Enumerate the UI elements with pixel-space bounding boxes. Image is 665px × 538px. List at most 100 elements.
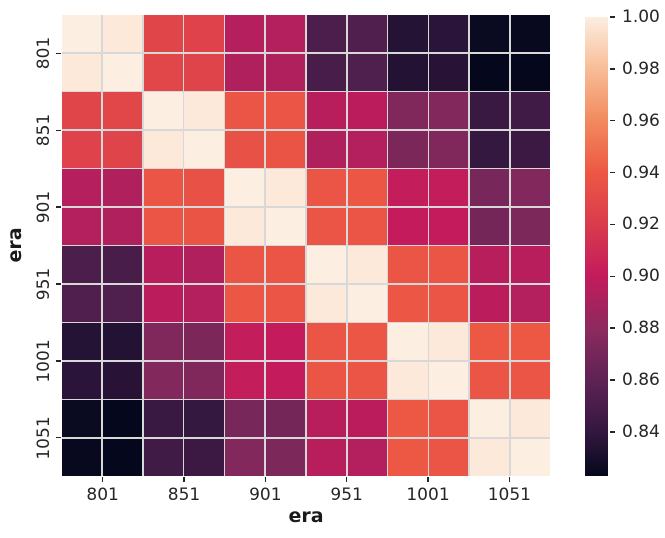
heatmap-cell — [469, 284, 510, 322]
heatmap-cell — [184, 323, 224, 361]
heatmap-cell — [510, 438, 550, 476]
heatmap-cell — [225, 130, 265, 168]
heatmap-cell — [469, 207, 510, 245]
heatmap-cell — [143, 53, 183, 91]
heatmap-cell — [429, 92, 469, 130]
heatmap-cell — [469, 361, 510, 399]
heatmap-cell — [306, 53, 347, 91]
heatmap-cell — [225, 246, 265, 284]
heatmap-cell — [265, 92, 306, 130]
colorbar-tick-mark — [610, 68, 615, 70]
heatmap-cell — [143, 169, 183, 207]
colorbar-tick-mark — [610, 16, 615, 18]
heatmap-cell — [102, 130, 143, 168]
heatmap-cell — [62, 15, 102, 53]
heatmap-cell — [143, 323, 183, 361]
heatmap-cell — [388, 53, 428, 91]
x-tick-mark — [427, 477, 429, 482]
heatmap-cell — [102, 323, 143, 361]
heatmap-cell — [102, 169, 143, 207]
heatmap-cell — [143, 207, 183, 245]
heatmap-cell — [265, 246, 306, 284]
heatmap-cell — [62, 400, 102, 438]
heatmap-cell — [225, 438, 265, 476]
heatmap-cell — [265, 361, 306, 399]
heatmap-cell — [225, 284, 265, 322]
heatmap-cell — [62, 323, 102, 361]
x-tick-mark — [264, 477, 267, 482]
y-tick-label: 901 — [34, 190, 54, 224]
colorbar-tick-mark — [610, 327, 615, 329]
y-tick-label: 1051 — [34, 415, 54, 460]
heatmap-cell — [102, 92, 143, 130]
heatmap-cell — [469, 246, 510, 284]
heatmap-cell — [510, 284, 550, 322]
colorbar-tick-label: 0.86 — [622, 370, 660, 391]
heatmap-cell — [225, 92, 265, 130]
heatmap-cell — [265, 15, 306, 53]
x-tick-mark — [345, 477, 348, 482]
x-tick-mark — [183, 477, 185, 482]
heatmap-cell — [306, 438, 347, 476]
heatmap-cell — [184, 15, 224, 53]
heatmap-cell — [469, 400, 510, 438]
heatmap-cell — [102, 284, 143, 322]
heatmap-cell — [306, 207, 347, 245]
heatmap-cell — [388, 323, 428, 361]
heatmap-cell — [102, 361, 143, 399]
heatmap-cell — [510, 207, 550, 245]
colorbar-tick-label: 0.88 — [622, 318, 660, 339]
heatmap-cell — [347, 207, 387, 245]
heatmap-cell — [265, 207, 306, 245]
heatmap-cell — [347, 246, 387, 284]
heatmap-cell — [184, 284, 224, 322]
heatmap-cell — [225, 323, 265, 361]
heatmap-cell — [388, 361, 428, 399]
heatmap-cell — [62, 361, 102, 399]
y-tick-mark — [56, 283, 61, 285]
colorbar-tick-mark — [610, 119, 615, 122]
y-tick-mark — [56, 360, 61, 362]
heatmap-cell — [143, 284, 183, 322]
heatmap-cell — [143, 438, 183, 476]
heatmap-cell — [306, 246, 347, 284]
heatmap-cell — [265, 438, 306, 476]
heatmap-cell — [388, 284, 428, 322]
x-tick-label: 851 — [167, 485, 201, 505]
heatmap-cell — [265, 130, 306, 168]
heatmap-cell — [62, 130, 102, 168]
heatmap-cell — [184, 130, 224, 168]
y-tick-mark — [56, 52, 61, 55]
heatmap-cell — [102, 246, 143, 284]
heatmap-cell — [102, 53, 143, 91]
heatmap-cell — [388, 130, 428, 168]
heatmap-cell — [347, 53, 387, 91]
heatmap-cell — [469, 438, 510, 476]
heatmap-cell — [469, 15, 510, 53]
colorbar-tick-label: 0.98 — [622, 58, 660, 79]
heatmap-cell — [347, 15, 387, 53]
heatmap-grid — [62, 15, 550, 476]
heatmap-cell — [347, 361, 387, 399]
y-tick-mark — [56, 129, 61, 131]
colorbar-tick-label: 0.94 — [622, 162, 660, 183]
heatmap-cell — [102, 400, 143, 438]
heatmap-cell — [429, 246, 469, 284]
heatmap-cell — [143, 92, 183, 130]
heatmap-cell — [510, 246, 550, 284]
heatmap-cell — [225, 53, 265, 91]
heatmap-cell — [225, 169, 265, 207]
heatmap-cell — [510, 400, 550, 438]
heatmap-cell — [306, 323, 347, 361]
heatmap-cell — [388, 400, 428, 438]
x-tick-label: 901 — [249, 485, 282, 505]
heatmap-cell — [347, 92, 387, 130]
heatmap-cell — [62, 207, 102, 245]
heatmap-cell — [347, 169, 387, 207]
heatmap-cell — [184, 53, 224, 91]
colorbar-tick-label: 0.92 — [622, 214, 660, 235]
heatmap-cell — [102, 438, 143, 476]
y-tick-mark — [56, 436, 61, 439]
heatmap-cell — [225, 400, 265, 438]
y-tick-label: 851 — [34, 114, 54, 147]
